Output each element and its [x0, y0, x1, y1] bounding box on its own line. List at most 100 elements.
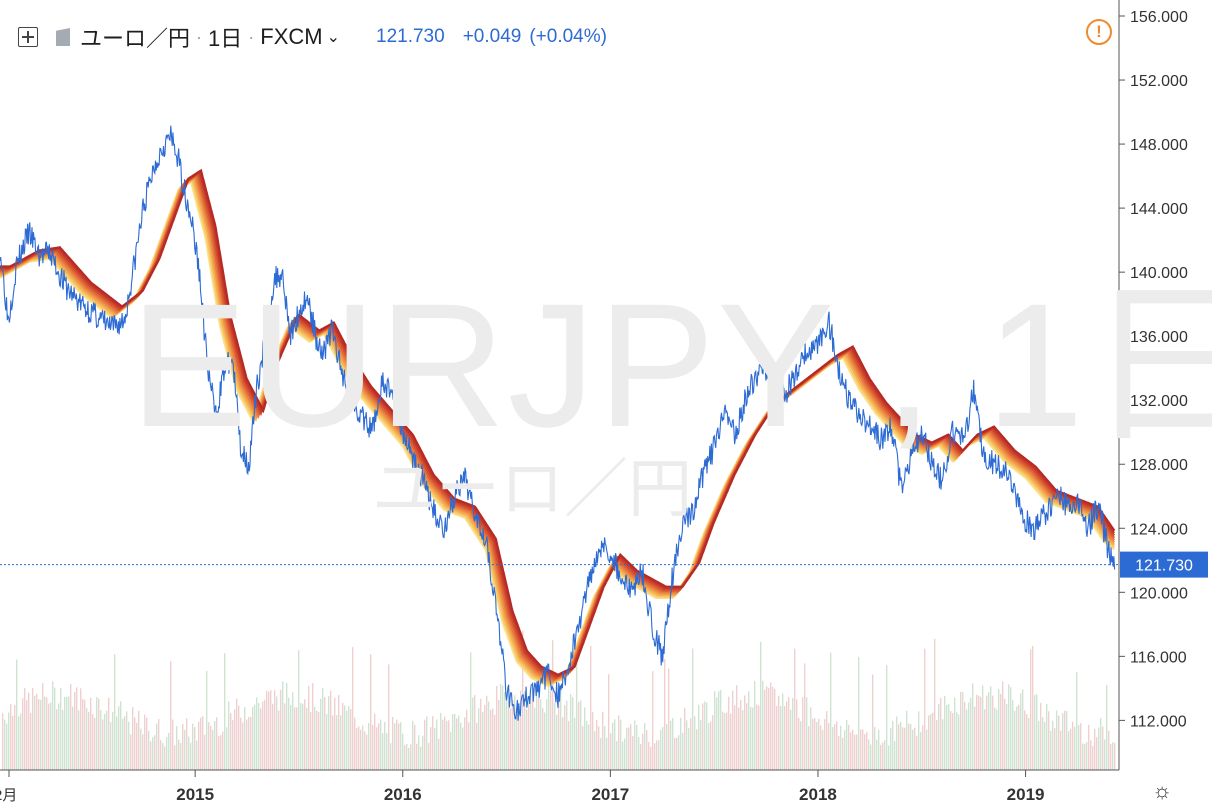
volume-bar	[326, 714, 328, 770]
volume-bar	[778, 695, 780, 770]
volume-bar	[904, 727, 906, 770]
volume-bar	[210, 725, 212, 770]
volume-bar	[680, 717, 682, 770]
volume-bar	[216, 717, 218, 770]
volume-bar	[324, 697, 326, 770]
volume-bar	[900, 721, 902, 770]
volume-bar	[990, 686, 992, 770]
volume-bar	[194, 727, 196, 770]
volume-bar	[530, 688, 532, 770]
volume-bar	[652, 671, 654, 770]
interval-label[interactable]: 1日	[208, 26, 243, 51]
price-change-percent: (+0.04%)	[529, 26, 607, 47]
volume-bar	[698, 704, 700, 770]
volume-bar	[852, 729, 854, 770]
volume-bar	[700, 720, 702, 770]
volume-bar	[612, 722, 614, 770]
volume-bar	[18, 716, 20, 770]
volume-bar	[1038, 721, 1040, 770]
volume-bar	[146, 717, 148, 770]
volume-bar	[452, 714, 454, 770]
volume-bar	[1092, 745, 1094, 770]
volume-bar	[738, 707, 740, 770]
volume-bar	[76, 687, 78, 770]
volume-bar	[742, 710, 744, 770]
volume-bar	[486, 695, 488, 770]
volume-bar	[572, 697, 574, 770]
volume-bar	[318, 712, 320, 770]
volume-bar	[160, 739, 162, 770]
watermark-symbol: EURJPY , 1日	[130, 268, 1212, 464]
volume-bar	[526, 709, 528, 770]
volume-bar	[998, 689, 1000, 770]
volume-bar	[490, 710, 492, 770]
volume-bar	[822, 729, 824, 770]
volume-bar	[206, 671, 208, 770]
x-tick-label: 2017	[591, 785, 629, 804]
settings-icon[interactable]: ☼	[1152, 778, 1173, 803]
volume-bar	[534, 707, 536, 770]
volume-bar	[378, 723, 380, 770]
volume-bar	[1094, 729, 1096, 770]
volume-bar	[524, 691, 526, 770]
source-label[interactable]: FXCM	[260, 24, 323, 49]
volume-bar	[22, 698, 24, 770]
volume-bar	[1064, 710, 1066, 770]
volume-bar	[1030, 649, 1032, 770]
volume-bar	[1020, 693, 1022, 770]
volume-bar	[744, 695, 746, 770]
volume-bar	[944, 695, 946, 770]
chevron-down-icon[interactable]: ⌄	[326, 29, 340, 46]
volume-bar	[316, 710, 318, 770]
flag-icon[interactable]	[56, 28, 70, 46]
volume-bar	[614, 719, 616, 770]
volume-bar	[768, 687, 770, 770]
volume-bar	[264, 699, 266, 770]
volume-bar	[722, 711, 724, 770]
volume-bar	[1042, 717, 1044, 770]
volume-bar	[784, 706, 786, 770]
volume-bar	[360, 729, 362, 770]
volume-bar	[140, 728, 142, 770]
price-axis[interactable]: 156.000 152.000 148.000 144.000 140.000 136.0…	[1119, 9, 1188, 730]
volume-bar	[344, 705, 346, 770]
volume-bar	[836, 721, 838, 770]
volume-bar	[232, 719, 234, 770]
volume-bar	[590, 645, 592, 770]
volume-bar	[52, 681, 54, 770]
volume-bar	[124, 716, 126, 770]
pair-name[interactable]: ユーロ／円	[80, 26, 191, 51]
volume-bar	[2, 713, 4, 770]
volume-bar	[364, 731, 366, 770]
time-axis[interactable]: 2015 2016 2017 2018 2019 2月	[0, 770, 1044, 804]
volume-bar	[478, 708, 480, 770]
volume-bar	[190, 742, 192, 770]
volume-bar	[16, 659, 18, 770]
volume-bar	[468, 722, 470, 770]
volume-bar	[1066, 710, 1068, 770]
volume-bar	[1010, 687, 1012, 770]
volume-bar	[70, 684, 72, 770]
volume-bar	[794, 648, 796, 770]
volume-bar	[74, 691, 76, 770]
volume-bar	[202, 716, 204, 770]
volume-bar	[174, 745, 176, 770]
volume-bar	[368, 723, 370, 770]
volume-bar	[628, 727, 630, 770]
volume-bar	[582, 726, 584, 770]
add-symbol-icon[interactable]	[18, 27, 38, 47]
volume-bar	[886, 665, 888, 770]
volume-bar	[514, 695, 516, 770]
volume-bar	[502, 685, 504, 770]
volume-bar	[962, 691, 964, 770]
volume-bar	[810, 707, 812, 770]
alert-icon[interactable]: !	[1086, 19, 1112, 45]
volume-bar	[342, 702, 344, 770]
volume-bar	[600, 737, 602, 770]
volume-bar	[228, 701, 230, 770]
volume-bar	[30, 712, 32, 770]
volume-bar	[692, 648, 694, 770]
volume-bar	[668, 668, 670, 770]
volume-bar	[536, 686, 538, 770]
